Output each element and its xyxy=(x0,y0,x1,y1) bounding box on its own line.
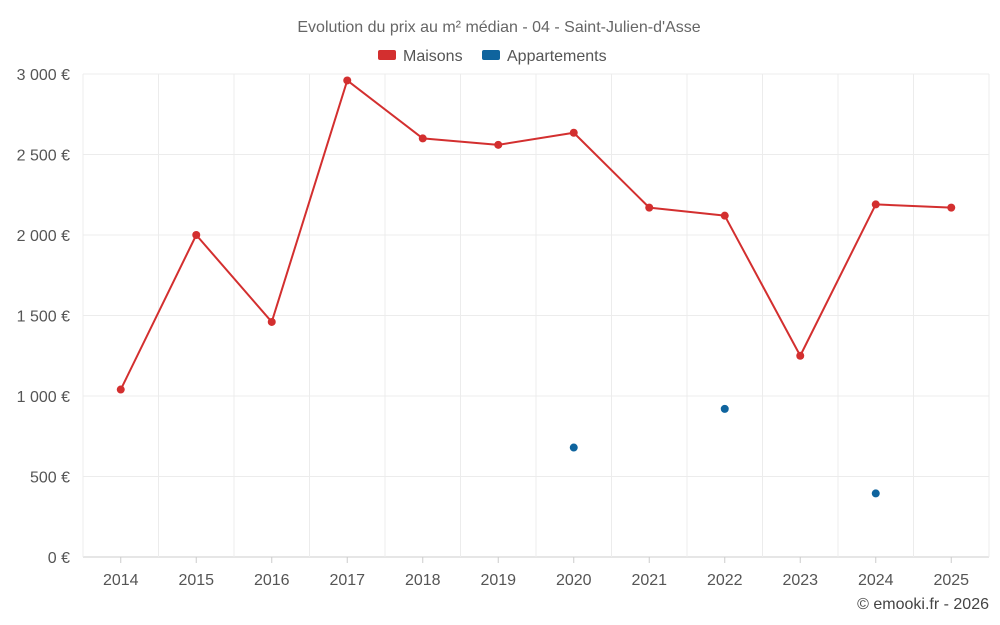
data-point-maisons[interactable] xyxy=(947,203,956,212)
x-axis-ticks: 2014 2015 2016 2017 2018 2019 2020 2021 2022 2023… xyxy=(103,557,969,589)
grid xyxy=(82,73,990,558)
legend-item-appartements[interactable]: Appartements xyxy=(482,48,607,65)
credit-text: © emooki.fr - 2026 xyxy=(857,596,989,613)
legend-label-maisons: Maisons xyxy=(403,48,463,65)
data-point-maisons[interactable] xyxy=(343,76,352,85)
x-tick-label: 2018 xyxy=(405,572,441,589)
y-tick-label: 3 000 € xyxy=(17,67,70,84)
legend-swatch-maisons xyxy=(378,50,396,60)
data-point-appartements[interactable] xyxy=(720,404,729,413)
y-tick-label: 500 € xyxy=(30,470,70,487)
x-tick-label: 2021 xyxy=(631,572,667,589)
data-point-appartements[interactable] xyxy=(569,443,578,452)
x-tick-label: 2016 xyxy=(254,572,290,589)
data-point-maisons[interactable] xyxy=(569,128,578,137)
legend-swatch-appartements xyxy=(482,50,500,60)
x-tick-label: 2025 xyxy=(933,572,969,589)
x-tick-label: 2017 xyxy=(329,572,365,589)
series-maisons xyxy=(116,76,956,394)
series-appartements xyxy=(569,404,880,498)
y-tick-label: 2 000 € xyxy=(17,228,70,245)
x-tick-label: 2014 xyxy=(103,572,139,589)
legend: Maisons Appartements xyxy=(378,48,607,65)
data-point-maisons[interactable] xyxy=(418,134,427,143)
x-tick-label: 2015 xyxy=(178,572,214,589)
data-point-maisons[interactable] xyxy=(267,317,276,326)
data-point-maisons[interactable] xyxy=(645,203,654,212)
legend-item-maisons[interactable]: Maisons xyxy=(378,48,463,65)
y-tick-label: 0 € xyxy=(48,550,70,567)
data-point-maisons[interactable] xyxy=(192,231,201,239)
y-tick-label: 1 000 € xyxy=(17,389,70,406)
chart-title: Evolution du prix au m² médian - 04 - Sa… xyxy=(297,19,700,36)
data-point-maisons[interactable] xyxy=(116,385,125,394)
series xyxy=(116,76,956,498)
legend-label-appartements: Appartements xyxy=(507,48,607,65)
x-tick-label: 2023 xyxy=(782,572,818,589)
data-point-appartements[interactable] xyxy=(871,489,880,498)
x-tick-label: 2020 xyxy=(556,572,592,589)
x-tick-label: 2024 xyxy=(858,572,894,589)
data-point-maisons[interactable] xyxy=(720,211,729,220)
y-tick-label: 1 500 € xyxy=(17,309,70,326)
data-point-maisons[interactable] xyxy=(494,140,503,149)
data-point-maisons[interactable] xyxy=(796,351,805,360)
series-line-maisons xyxy=(119,79,952,390)
x-tick-label: 2019 xyxy=(480,572,516,589)
y-tick-label: 2 500 € xyxy=(17,148,70,165)
data-point-maisons[interactable] xyxy=(871,200,880,209)
x-tick-label: 2022 xyxy=(707,572,743,589)
y-axis-ticks: 0 € 500 € 1 000 € 1 500 € 2 000 € 2 500 € 3 00… xyxy=(17,67,70,567)
